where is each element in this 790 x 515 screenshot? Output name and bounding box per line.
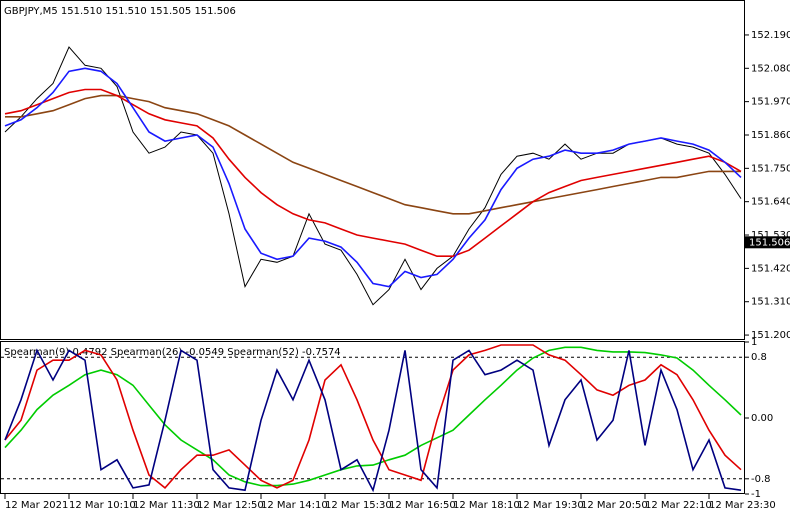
x-tick-label: 12 Mar 16:50 <box>389 500 456 511</box>
y-tick-label: -1 <box>751 489 761 500</box>
series-line <box>4 346 742 487</box>
y-tick-label: 152.080 <box>751 63 790 74</box>
series-line <box>4 46 742 306</box>
y-tick-label: 151.750 <box>751 163 790 174</box>
y-tick-label: 151.860 <box>751 130 790 141</box>
y-tick-label: 151.420 <box>751 263 790 274</box>
y-tick-label: 151.310 <box>751 297 790 308</box>
y-tick-label: 0.8 <box>751 352 767 363</box>
y-tick-label: 152.190 <box>751 30 790 41</box>
x-tick-label: 12 Mar 10:10 <box>69 500 136 511</box>
x-tick-label: 12 Mar 2021 <box>5 500 68 511</box>
y-tick-label: 151.200 <box>751 330 790 341</box>
oscillator-title: Spearman(9) 0.4792 Spearman(26) -0.0549 … <box>4 347 341 358</box>
last-price-label: 151.506 <box>749 237 790 248</box>
y-tick-label: 151.530 <box>751 230 790 241</box>
series-line <box>5 94 741 215</box>
chart-title: GBPJPY,M5 151.510 151.510 151.505 151.50… <box>4 6 236 17</box>
y-tick-label: 1 <box>751 337 757 348</box>
y-tick-label: 151.970 <box>751 97 790 108</box>
x-tick-label: 12 Mar 14:10 <box>261 500 328 511</box>
x-tick-label: 12 Mar 18:10 <box>453 500 520 511</box>
x-tick-label: 12 Mar 19:30 <box>517 500 584 511</box>
y-tick-label: 151.640 <box>751 197 790 208</box>
series-line <box>4 344 742 490</box>
last-price-box <box>745 236 790 249</box>
series-line <box>4 348 742 493</box>
series-line <box>4 67 742 288</box>
x-tick-label: 12 Mar 12:50 <box>197 500 264 511</box>
series-line <box>4 88 742 257</box>
x-tick-label: 12 Mar 11:30 <box>133 500 200 511</box>
y-tick-label: -0.8 <box>751 474 771 485</box>
oscillator-pane <box>0 341 745 494</box>
x-tick-label: 12 Mar 20:50 <box>581 500 648 511</box>
y-tick-label: 0.00 <box>751 413 773 424</box>
x-tick-label: 12 Mar 23:30 <box>709 500 776 511</box>
x-tick-label: 12 Mar 15:30 <box>325 500 392 511</box>
x-tick-label: 12 Mar 22:10 <box>645 500 712 511</box>
